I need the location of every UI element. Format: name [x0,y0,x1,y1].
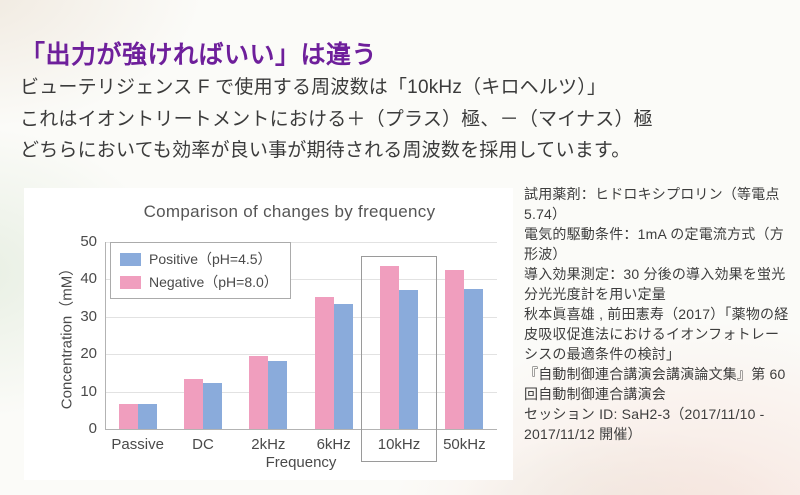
bar-positive-50khz [464,289,484,429]
legend-row-1: Positive（pH=4.5） [120,249,278,269]
intro-line-2: これはイオントリートメントにおける＋（プラス）極、－（マイナス）極 [20,108,653,130]
gridline-10 [105,391,497,393]
note-line-2: 電気的駆動条件：1mA の定電流方式（方形波） [524,226,784,262]
y-tick-label-10: 10 [80,382,97,400]
bar-negative-passive [118,403,138,429]
gridline-20 [105,354,497,356]
note-line-4: 秋本眞喜雄 , 前田憲寿（2017）「薬物の経皮吸収促進法におけるイオンフォトレ… [524,306,789,362]
x-axis-title: Frequency [265,454,337,471]
y-tick-label-0: 0 [88,420,97,437]
x-category-label-dc: DC [192,436,214,453]
bar-negative-2khz [249,356,269,429]
chart-legend: Positive（pH=4.5） Negative（pH=8.0） [110,242,291,299]
bar-positive-10khz [399,289,418,429]
note-line-6: セッション ID: SaH2-3（2017/11/10 - 2017/11/12… [524,406,765,442]
legend-swatch-1 [120,252,141,266]
y-tick-label-20: 20 [80,345,97,363]
gridline-50 [105,242,497,243]
intro-line-3: どちらにおいても効率が良い事が期待される周波数を採用しています。 [20,140,631,161]
bar-positive-passive [137,403,157,429]
citation-notes: 試用薬剤：ヒドロキシプロリン（等電点 5.74） 電気的駆動条件：1mA の定電流… [524,184,792,444]
legend-label-1: Positive（pH=4.5） [149,251,272,267]
bar-negative-10khz [380,266,399,429]
bar-negative-6khz [314,297,334,429]
legend-label-2: Negative（pH=8.0） [149,274,278,290]
chart-panel: Comparison of changes by frequency Conce… [24,188,513,480]
bar-positive-dc [203,383,222,429]
bar-positive-2khz [268,360,288,429]
x-category-label-6khz: 6kHz [316,436,351,453]
page-title: 「出力が強ければいい」は違う [20,40,378,69]
x-axis-line [105,429,497,430]
bar-negative-50khz [445,270,465,429]
gridline-30 [105,316,497,318]
intro-paragraph: ビューテリジェンス F で使用する周波数は「10kHz（キロヘルツ）」これはイオ… [20,72,653,167]
legend-swatch-2 [120,275,141,289]
bar-positive-6khz [333,304,353,429]
x-category-label-passive: Passive [111,436,164,453]
note-line-1: 試用薬剤：ヒドロキシプロリン（等電点 5.74） [524,186,780,222]
x-category-label-2khz: 2kHz [251,436,286,453]
x-category-label-50khz: 50kHz [443,436,486,453]
note-line-5: 『自動制御連合講演会講演論文集』第 60 回自動制御連合講演会 [524,366,786,402]
legend-row-2: Negative（pH=8.0） [120,272,278,292]
gridline-40 [105,279,497,281]
chart-title: Comparison of changes by frequency [143,202,436,221]
y-tick-label-50: 50 [80,233,97,250]
y-axis-line [105,242,106,429]
note-line-3: 導入効果測定：30 分後の導入効果を蛍光分光光度計を用い定量 [524,266,786,302]
intro-line-1: ビューテリジェンス F で使用する周波数は「10kHz（キロヘルツ）」 [20,77,607,98]
y-tick-label-40: 40 [80,270,97,288]
bar-negative-dc [184,378,203,429]
highlight-box-10khz [361,256,437,462]
x-category-label-10khz: 10kHz [377,436,421,453]
chart-canvas: 0 10 20 30 40 50 Passive DC 2kHz 6kHz 10kHz 50kHz [24,188,513,480]
y-tick-label-30: 30 [80,307,97,325]
